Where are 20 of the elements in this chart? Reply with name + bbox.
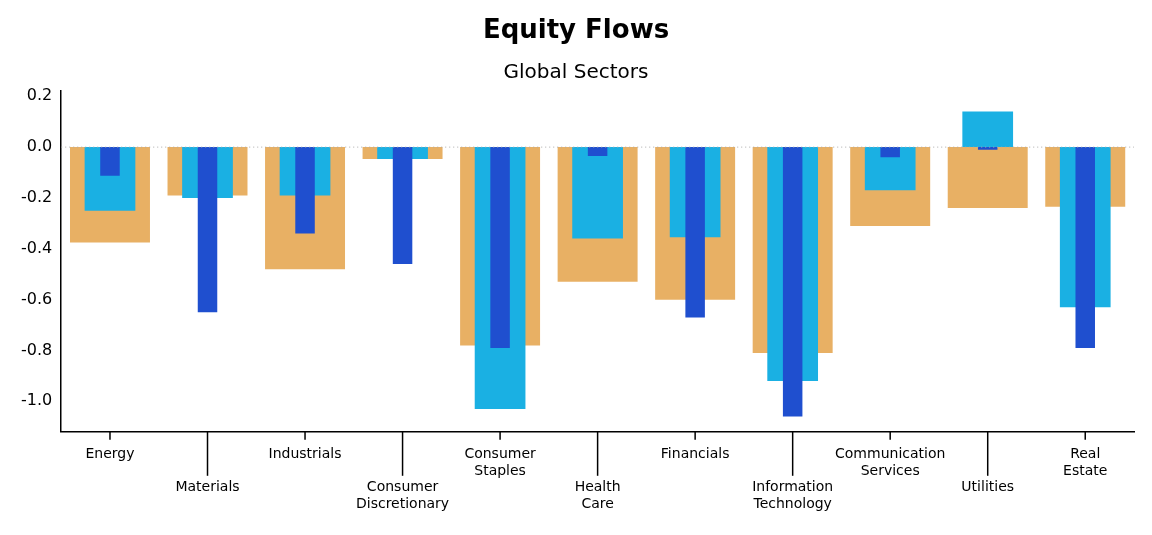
x-tick-label: Health Care [574,478,621,512]
x-tick-label: Financials [660,444,730,461]
x-tick-label: Utilities [961,478,1015,495]
y-tick-label: 0.0 [26,136,53,156]
x-tick-label: Energy [85,444,135,461]
y-tick-label: -1.0 [21,390,53,410]
chart-subtitle: Global Sectors [503,59,649,84]
x-tick-label: Consumer Staples [464,444,537,478]
y-tick-label: 0.2 [26,85,53,105]
y-tick-label: -0.8 [21,339,53,359]
x-tick-label: Industrials [268,444,342,461]
x-tick-label: Materials [175,478,240,495]
y-tick-label: -0.6 [21,288,53,308]
x-tick-label: Real Estate [1063,444,1108,478]
x-tick-label: Communication Services [835,444,946,478]
y-tick-label: -0.4 [21,237,53,257]
chart-title: Equity Flows [482,14,670,45]
x-tick-label: Consumer Discretionary [355,478,450,512]
x-tick-label: Information Technology [752,478,834,512]
y-tick-label: -0.2 [21,187,53,207]
